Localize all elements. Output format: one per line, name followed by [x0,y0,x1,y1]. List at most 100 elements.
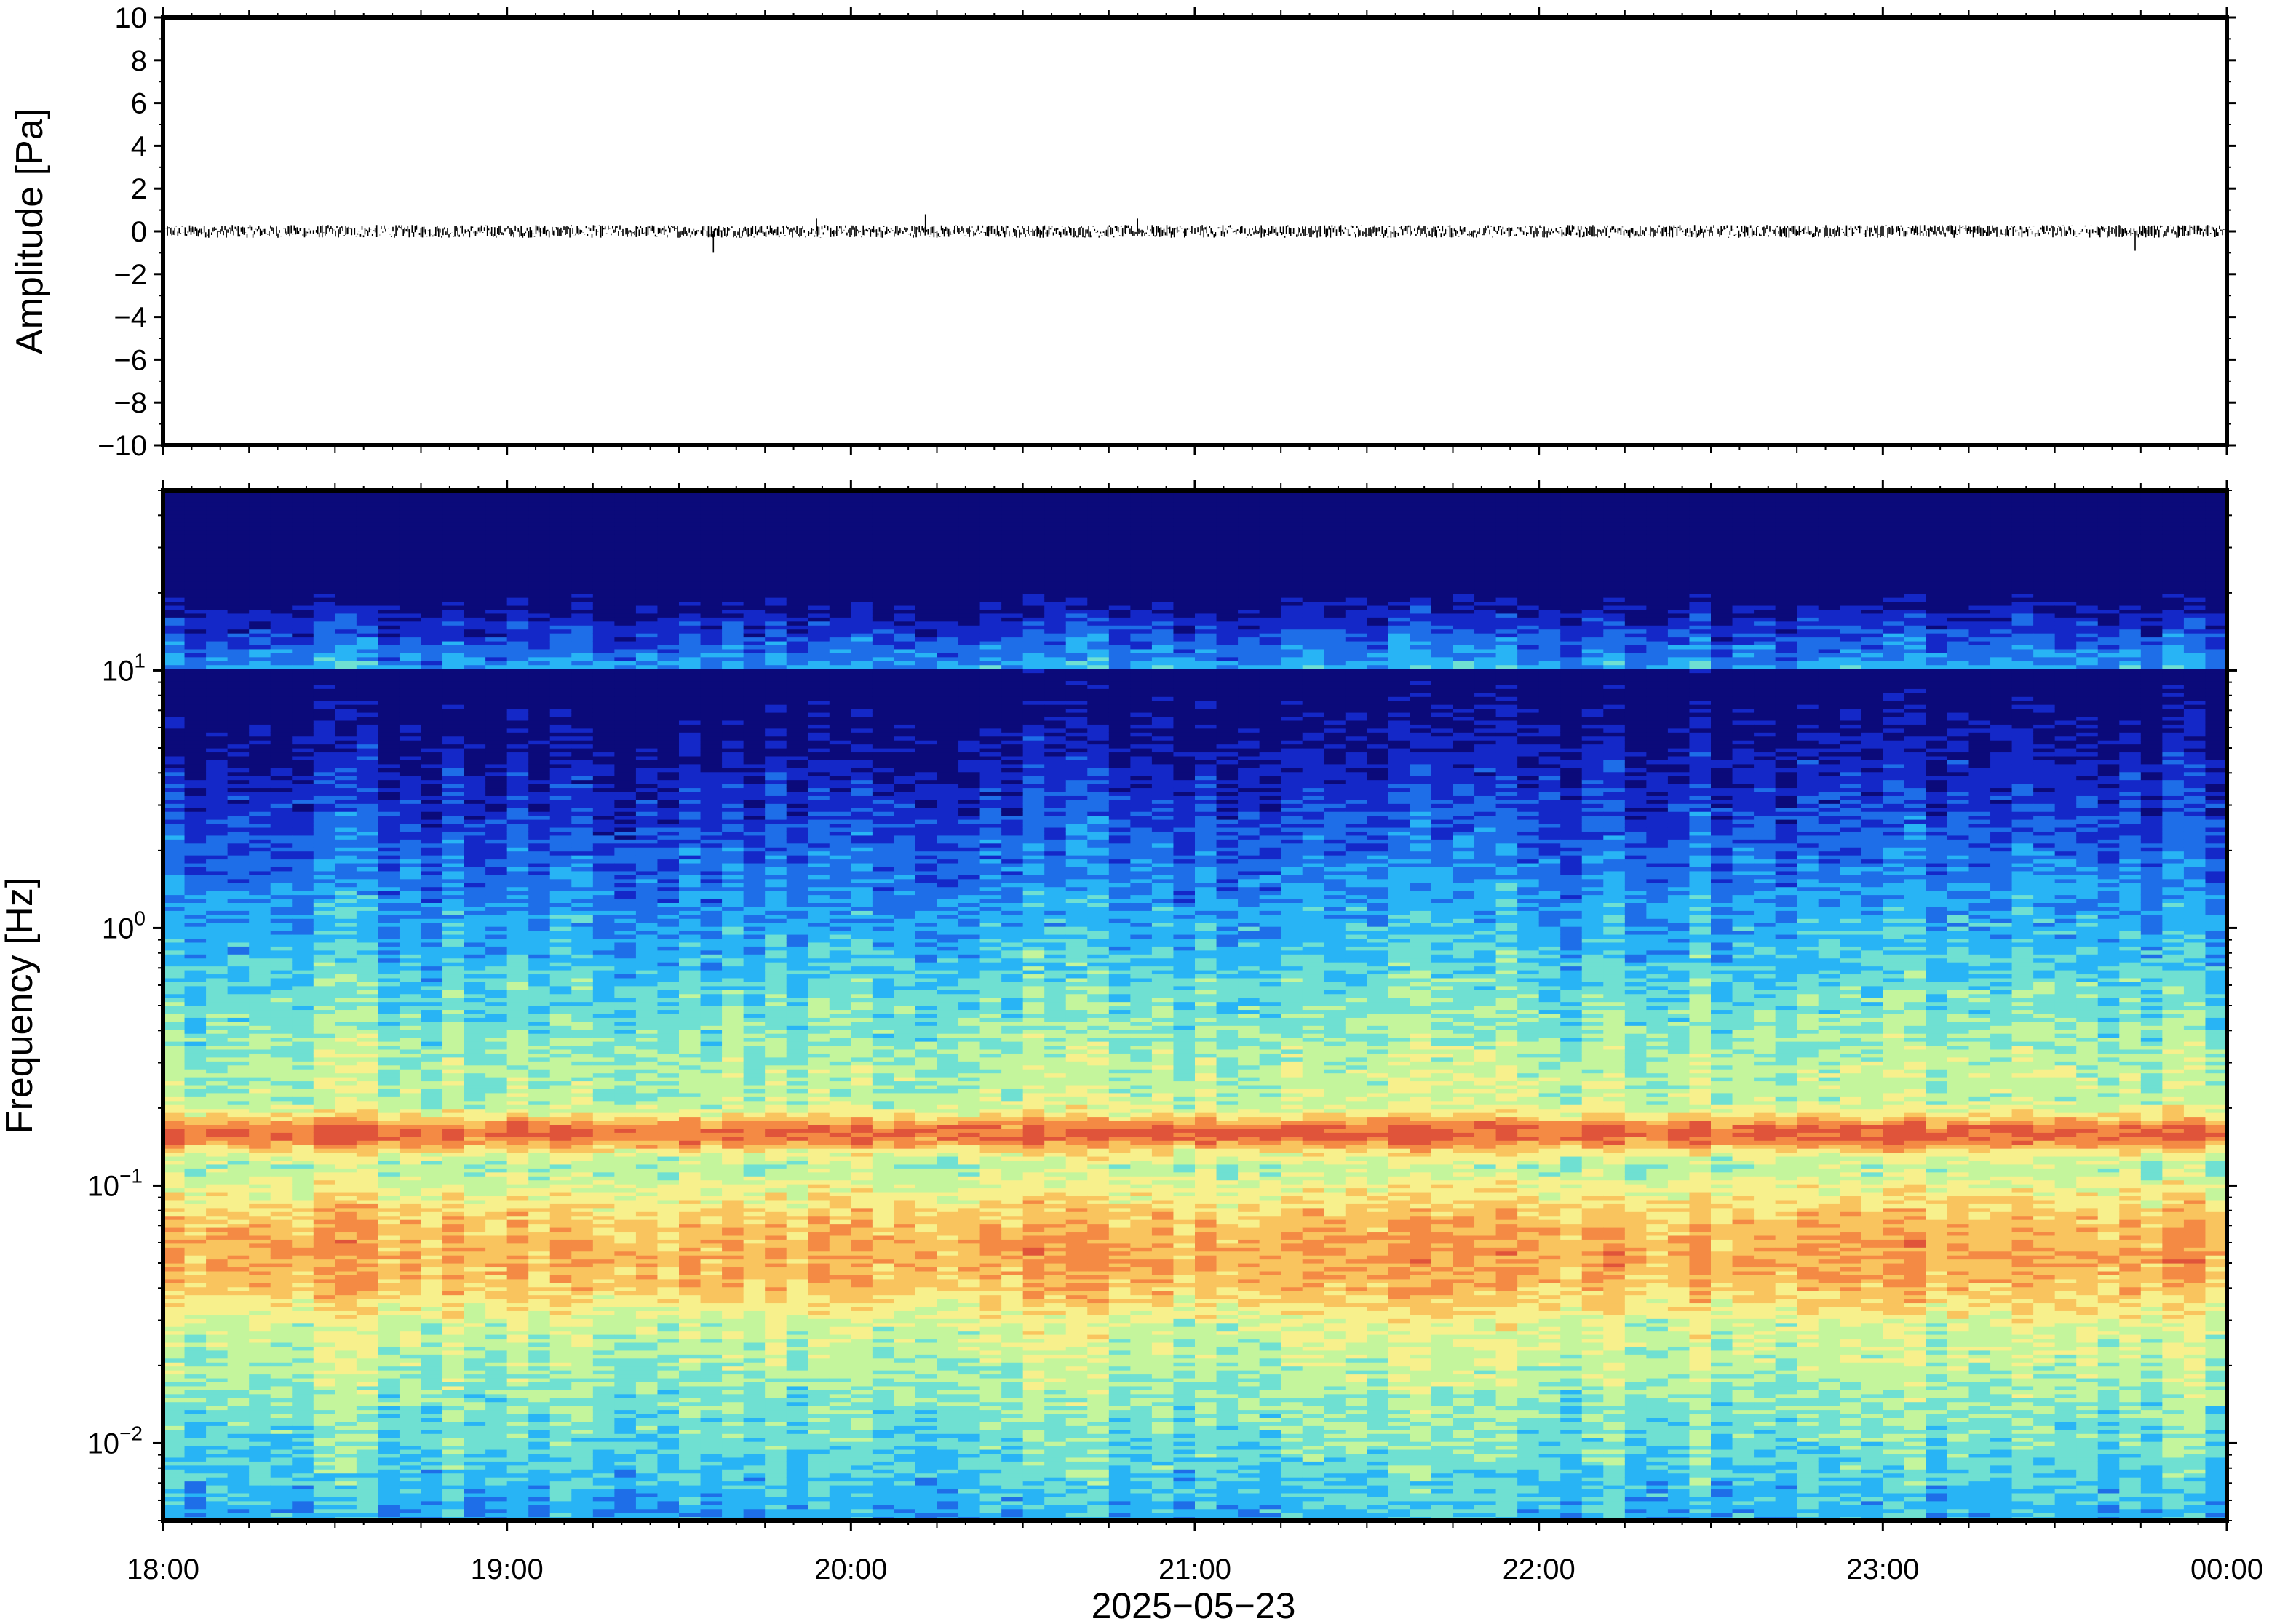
spectrogram-cell [228,1025,250,1030]
spectrogram-cell [271,1006,293,1010]
spectrogram-cell [292,1109,314,1113]
spectrogram-cell [550,1145,572,1149]
spectrogram-cell [528,1069,550,1073]
spectrogram-cell [249,764,271,768]
spectrogram-cell [249,589,271,594]
spectrogram-cell [206,696,228,701]
spectrogram-cell [528,910,550,915]
spectrogram-cell [550,1129,572,1133]
spectrogram-cell [228,764,250,768]
spectrogram-cell [206,1239,228,1243]
spectrogram-cell [485,792,507,796]
spectrogram-cell [485,835,507,840]
spectrogram-cell [528,649,550,653]
spectrogram-cell [464,1441,486,1446]
spectrogram-cell [507,1326,529,1331]
spectrogram-cell [357,1417,378,1422]
spectrogram-cell [335,589,357,594]
spectrogram-cell [292,831,314,835]
spectrogram-cell [357,1318,378,1323]
spectrogram-cell [335,1287,357,1291]
spectrogram-cell [314,744,335,749]
spectrogram-cell [528,633,550,637]
spectrogram-cell [442,982,464,986]
spectrogram-cell [464,1350,486,1355]
spectrogram-cell [292,1235,314,1240]
spectrogram-cell [228,645,250,649]
spectrogram-cell [271,581,293,586]
spectrogram-cell [335,1045,357,1049]
spectrogram-cell [421,1255,443,1259]
spectrogram-cell [206,546,228,550]
spectrogram-cell [485,1441,507,1446]
spectrogram-cell [528,891,550,895]
spectrogram-cell [163,803,185,808]
spectrogram-cell [185,1283,207,1287]
spectrogram-cell [507,1231,529,1235]
spectrogram-cell [442,558,464,562]
spectrogram-cell [228,1045,250,1049]
spectrogram-cell [442,1310,464,1315]
spectrogram-cell [442,1465,464,1470]
spectrogram-cell [485,1259,507,1264]
spectrogram-cell [442,1477,464,1481]
spectrogram-cell [550,1362,572,1366]
spectrogram-cell [271,526,293,530]
spectrogram-cell [485,673,507,677]
spectrogram-cell [314,867,335,871]
spectrogram-cell [249,776,271,780]
spectrogram-cell [442,847,464,851]
spectrogram-cell [357,1093,378,1097]
spectrogram-cell [357,1140,378,1145]
spectrogram-cell [442,1243,464,1248]
spectrogram-cell [400,530,421,534]
spectrogram-cell [442,1038,464,1042]
spectrogram-cell [228,510,250,514]
spectrogram-cell [357,1065,378,1070]
spectrogram-cell [464,1366,486,1371]
spectrogram-cell [528,1109,550,1113]
spectrogram-cell [228,530,250,534]
spectrogram-cell [485,1299,507,1303]
spectrogram-cell [378,1116,400,1121]
spectrogram-cell [228,1489,250,1493]
spectrogram-cell [378,685,400,689]
spectrogram-cell [228,554,250,558]
spectrogram-cell [421,669,443,673]
spectrogram-cell [378,1002,400,1006]
spectrogram-cell [292,1255,314,1259]
spectrogram-cell [185,958,207,963]
spectrogram-cell [421,1216,443,1220]
spectrogram-cell [485,1203,507,1208]
spectrogram-cell [442,1362,464,1366]
spectrogram-cell [464,506,486,511]
spectrogram-cell [464,1045,486,1049]
spectrogram-cell [206,586,228,590]
spectrogram-cell [228,1386,250,1390]
spectrogram-cell [400,1287,421,1291]
spectrogram-cell [421,1077,443,1081]
spectrogram-cell [249,1414,271,1418]
spectrogram-cell [314,573,335,578]
spectrogram-cell [228,931,250,935]
spectrogram-cell [357,633,378,637]
spectrogram-cell [185,1080,207,1085]
spectrogram-cell [249,1168,271,1172]
spectrogram-cell [442,1410,464,1414]
spectrogram-cell [464,1025,486,1030]
spectrogram-cell [528,586,550,590]
spectrogram-cell [507,966,529,971]
spectrogram-cell [485,1509,507,1513]
spectrogram-cell [249,772,271,776]
spectrogram-cell [271,1390,293,1394]
spectrogram-cell [378,946,400,950]
spectrogram-cell [163,756,185,760]
spectrogram-cell [400,891,421,895]
spectrogram-cell [528,1481,550,1486]
spectrogram-cell [378,573,400,578]
spectrogram-cell [507,724,529,728]
spectrogram-cell [528,1041,550,1046]
spectrogram-cell [400,859,421,863]
spectrogram-cell [292,1501,314,1505]
spectrogram-cell [185,538,207,542]
